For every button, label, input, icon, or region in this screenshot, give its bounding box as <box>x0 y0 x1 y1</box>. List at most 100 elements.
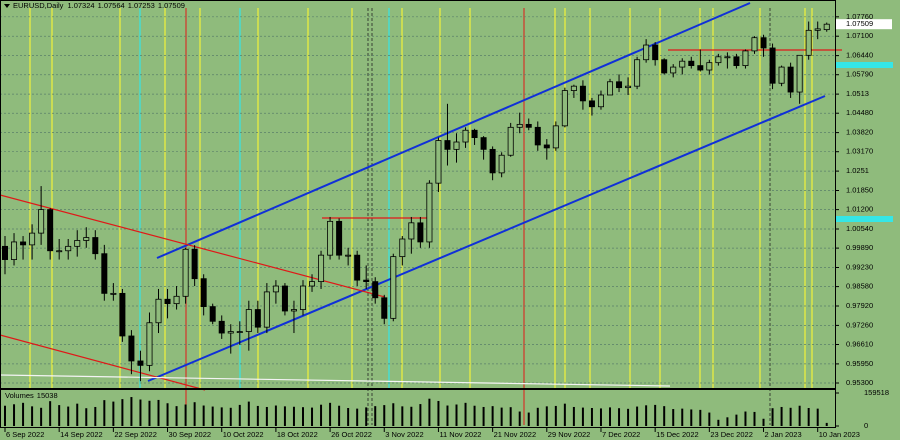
candle-body <box>625 85 632 89</box>
last-open: 1.07324 <box>67 1 94 10</box>
y-tick-label: 1.01200 <box>846 205 873 214</box>
candle-body <box>209 306 216 322</box>
y-tick-label: 0.97260 <box>846 320 873 329</box>
candle-body <box>805 29 812 56</box>
candle-body <box>760 37 767 49</box>
candle-body <box>588 100 595 108</box>
candle-body <box>146 322 153 366</box>
candle-body <box>814 28 821 31</box>
y-tick-label: 1.0251 <box>846 166 869 175</box>
candle-body <box>245 309 252 332</box>
y-tick-label: 1.03820 <box>846 128 873 137</box>
candle-body <box>101 253 108 294</box>
volume-tick-label: 0 <box>864 421 868 430</box>
candle-body <box>661 59 668 74</box>
y-tick-label: 1.01850 <box>846 185 873 194</box>
y-tick-label: 0.98580 <box>846 282 873 291</box>
candle-body <box>119 292 126 337</box>
candle-body <box>56 250 63 253</box>
candle-body <box>561 90 568 127</box>
candle-body <box>11 241 18 260</box>
candle-body <box>336 220 343 256</box>
y-tick-label: 1.06440 <box>846 51 873 60</box>
candle-body <box>372 281 379 299</box>
price-axis: 1.07760 1.07100 1.06440 1.05790 1.0513 1.0448… <box>835 12 892 430</box>
candle-body <box>29 232 36 246</box>
candle-body <box>408 222 415 240</box>
candle-body <box>173 295 180 305</box>
volume-title: Volumes 15038 <box>5 391 58 400</box>
candle-body <box>597 94 604 108</box>
candle-body <box>381 297 388 319</box>
x-tick-label: 22 Sep 2022 <box>114 430 157 439</box>
y-tick-label: 0.99230 <box>846 262 873 271</box>
candle-body <box>399 238 406 258</box>
candle-body <box>607 81 614 96</box>
candle-body <box>543 144 550 149</box>
candle-body <box>769 47 776 84</box>
candle-body <box>796 54 803 93</box>
candle-body <box>778 66 785 84</box>
x-tick-label: 15 Dec 2022 <box>656 430 699 439</box>
y-tick-label: 0.95950 <box>846 359 873 368</box>
candle-body <box>263 291 270 328</box>
x-tick-label: 10 Oct 2022 <box>223 430 264 439</box>
candle-body <box>679 60 686 68</box>
candle-body <box>688 60 695 67</box>
candle-body <box>426 182 433 243</box>
candle-body <box>697 65 704 71</box>
x-tick-label: 3 Nov 2022 <box>385 430 423 439</box>
candle-body <box>724 56 731 59</box>
candle-body <box>254 309 261 328</box>
candle-body <box>444 140 451 150</box>
candle-body <box>47 209 54 252</box>
chart-title: EURUSD,Daily 1.07324 1.07564 1.07253 1.07509 <box>13 1 185 10</box>
price-tag-label: 1.07509 <box>846 19 873 28</box>
candle-body <box>290 309 297 312</box>
candle-body <box>38 209 45 234</box>
candle-body <box>715 56 722 64</box>
candle-body <box>327 220 334 256</box>
candle-body <box>823 23 830 31</box>
x-tick-label: 2 Jan 2023 <box>765 430 802 439</box>
candle-body <box>309 281 316 287</box>
candle-body <box>236 331 243 333</box>
y-tick-label: 0.99890 <box>846 243 873 252</box>
candle-body <box>2 245 8 260</box>
menu-icon <box>4 4 10 8</box>
level-marker <box>836 62 893 68</box>
candle-body <box>534 126 541 146</box>
y-tick-label: 1.00540 <box>846 224 873 233</box>
symbol: EURUSD,Daily <box>13 1 64 10</box>
candle-body <box>83 237 90 241</box>
candle-body <box>634 59 641 87</box>
candle-body <box>218 320 225 334</box>
volume-tick-label: 159518 <box>864 388 889 397</box>
x-tick-label: 7 Dec 2022 <box>602 430 640 439</box>
y-tick-label: 0.96610 <box>846 339 873 348</box>
candle-body <box>742 50 749 67</box>
candle-body <box>318 254 325 283</box>
candle-body <box>706 62 713 71</box>
candle-body <box>471 129 478 139</box>
price-tag <box>836 19 892 30</box>
candle-body <box>489 148 496 174</box>
candle-body <box>164 298 171 305</box>
candle-body <box>579 85 586 102</box>
candle-body <box>128 335 135 362</box>
candle-body <box>462 129 469 143</box>
candle-body <box>670 66 677 74</box>
candle-body <box>20 241 27 246</box>
candle-body <box>643 44 650 61</box>
x-tick-label: 29 Nov 2022 <box>548 430 591 439</box>
candle-body <box>281 285 288 312</box>
y-tick-label: 1.0513 <box>846 89 869 98</box>
candle-body <box>363 279 370 283</box>
candle-body <box>435 140 442 184</box>
x-tick-label: 26 Oct 2022 <box>331 430 372 439</box>
last-volume: 15038 <box>37 391 58 400</box>
candle-body <box>733 56 740 67</box>
candle-body <box>345 254 352 257</box>
